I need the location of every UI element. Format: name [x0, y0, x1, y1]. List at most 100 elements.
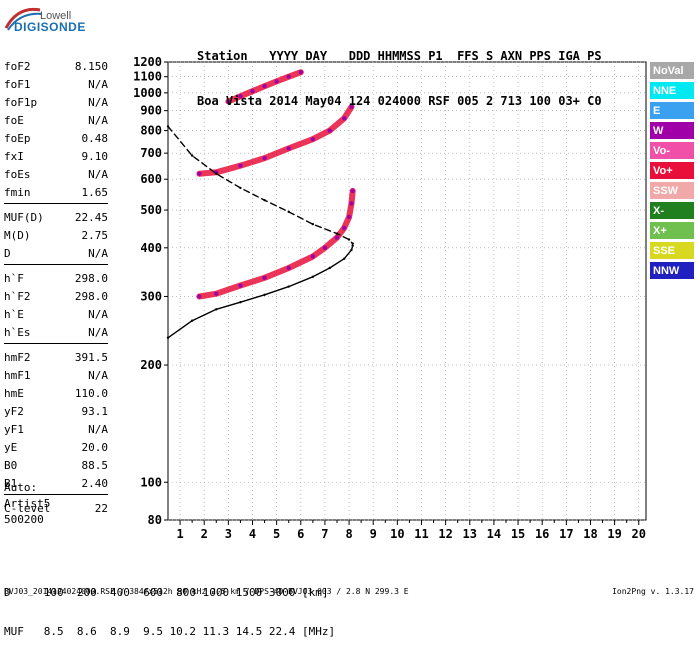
polarization-legend: NoVal NNE E W Vo- Vo+ SSW X- X+ SSE NNW: [650, 62, 694, 282]
data-point: [298, 69, 303, 75]
param-name: yE: [4, 440, 18, 454]
y-tick-label: 1000: [133, 86, 162, 100]
data-point: [190, 154, 194, 157]
data-point: [310, 137, 316, 142]
data-point: [335, 232, 339, 235]
header-row-values: Boa Vista 2014 May04 124 024000 RSF 005 …: [197, 94, 609, 108]
legend-item-noval: NoVal: [650, 62, 694, 79]
data-point: [166, 125, 170, 128]
series-true-height-profile: [167, 244, 354, 339]
param-row: yF1 N/A: [4, 420, 108, 438]
param-name: yF2: [4, 404, 24, 418]
x-tick-label: 10: [390, 527, 404, 541]
plot-frame: [167, 61, 647, 521]
header-row-labels: Station YYYY DAY DDD HHMMSS P1 FFS S AXN…: [197, 49, 609, 63]
x-tick-label: 19: [607, 527, 621, 541]
param-value: N/A: [88, 422, 108, 436]
param-group: hmF2 391.5 hmF1 N/A hmE 110.0 yF2 93.1 yF1 N/A yE 2…: [4, 348, 108, 495]
x-tick-label: 13: [463, 527, 477, 541]
data-point: [351, 244, 354, 247]
muf-distance-table: D 100 200 400 600 800 1000 1500 3000 [km…: [4, 560, 335, 651]
param-name: C-level: [4, 501, 51, 515]
param-name: h`Es: [4, 325, 31, 339]
data-point: [311, 275, 315, 278]
data-point: [166, 336, 170, 339]
y-tick-label: 1200: [133, 55, 162, 69]
legend-item-nnw: NNW: [650, 262, 694, 279]
param-name: foF1p: [4, 95, 38, 109]
footer-file-info: BVJ03_2014124024000.RSF / 384fx512h 50 k…: [4, 587, 409, 596]
legend-item-sse: SSE: [650, 242, 694, 259]
param-row: h`E N/A: [4, 305, 108, 323]
param-value: 93.1: [81, 404, 109, 418]
ionogram-plot: 1 2 3 4 5 6 7 8 9 10 11 12 13 14 15 16 17 18 19 20801002003…: [133, 55, 647, 541]
param-name: h`E: [4, 307, 24, 321]
param-row: foEp 0.48: [4, 129, 108, 147]
param-name: h`F: [4, 271, 24, 285]
x-tick-label: 8: [345, 527, 352, 541]
param-name: hmF1: [4, 368, 31, 382]
param-name: foF2: [4, 59, 31, 73]
auto-algorithm: Artist5: [4, 497, 51, 510]
y-tick-label: 400: [140, 241, 162, 255]
param-value: 298.0: [74, 271, 108, 285]
param-value: N/A: [88, 307, 108, 321]
series-o-trace-1st-hop: [196, 187, 356, 300]
legend-item-x: X+: [650, 222, 694, 239]
x-tick-label: 5: [273, 527, 280, 541]
data-point: [263, 293, 266, 296]
data-point: [226, 99, 231, 104]
data-point: [311, 222, 315, 226]
param-name: hmE: [4, 386, 24, 400]
param-name: fxI: [4, 149, 24, 163]
param-value: 110.0: [74, 386, 108, 400]
data-point: [327, 128, 332, 133]
data-point: [238, 283, 243, 288]
data-point: [287, 210, 290, 213]
digisonde-logo-icon: [4, 7, 43, 31]
data-point: [214, 291, 219, 296]
data-point: [287, 285, 290, 288]
param-value: 0.48: [81, 131, 109, 145]
x-tick-label: 2: [201, 527, 208, 541]
y-tick-label: 300: [140, 289, 162, 303]
param-name: foEs: [4, 167, 31, 181]
param-name: B0: [4, 458, 18, 472]
x-tick-label: 16: [535, 527, 549, 541]
data-point: [238, 94, 243, 99]
param-value: 391.5: [74, 350, 108, 364]
header-block: Station YYYY DAY DDD HHMMSS P1 FFS S AXN…: [197, 19, 609, 124]
y-tick-label: 800: [140, 124, 162, 138]
param-row: MUF(D) 22.45: [4, 208, 108, 226]
x-tick-label: 15: [511, 527, 525, 541]
data-point: [310, 254, 316, 259]
x-tick-label: 7: [321, 527, 328, 541]
auto-label: Auto:: [4, 481, 38, 494]
y-tick-label: 1100: [133, 70, 162, 84]
data-point: [349, 104, 354, 110]
y-tick-label: 900: [140, 104, 162, 118]
param-row: B0 88.5: [4, 456, 108, 474]
data-point: [262, 275, 267, 280]
param-row: fxI 9.10: [4, 147, 108, 165]
legend-item-ssw: SSW: [650, 182, 694, 199]
y-tick-label: 600: [140, 172, 162, 186]
data-point: [328, 266, 331, 270]
x-tick-label: 1: [176, 527, 183, 541]
param-value: N/A: [88, 113, 108, 127]
legend-item-x: X-: [650, 202, 694, 219]
x-tick-label: 9: [370, 527, 377, 541]
legend-item-vo: Vo-: [650, 142, 694, 159]
param-group: C-level 22: [4, 499, 108, 519]
x-tick-label: 12: [438, 527, 452, 541]
y-tick-label: 80: [148, 513, 162, 527]
param-row: hmF2 391.5: [4, 348, 108, 366]
param-row: B1 2.40: [4, 474, 108, 492]
data-point: [262, 155, 267, 161]
data-point: [346, 214, 352, 220]
legend-item-nne: NNE: [650, 82, 694, 99]
param-row: h`F 298.0: [4, 269, 108, 287]
data-point: [263, 199, 266, 202]
param-value: 1.65: [81, 185, 109, 199]
data-point: [239, 186, 242, 190]
